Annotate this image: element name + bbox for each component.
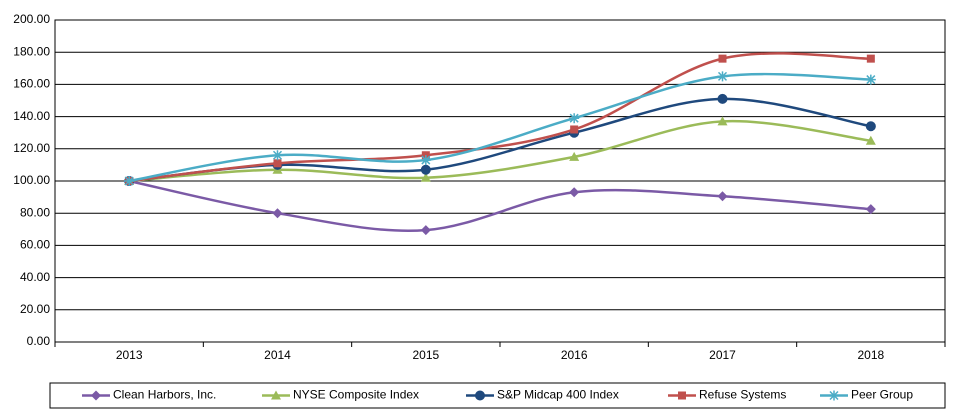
marker	[420, 172, 431, 182]
legend-label: Peer Group	[851, 388, 913, 402]
y-tick-label: 100.00	[13, 173, 50, 187]
marker	[475, 390, 485, 401]
marker	[718, 54, 727, 63]
y-tick-label: 140.00	[13, 109, 50, 123]
marker	[570, 125, 579, 134]
marker	[124, 176, 135, 186]
y-tick-label: 80.00	[20, 205, 50, 219]
y-tick-label: 180.00	[13, 44, 50, 58]
series-line	[129, 97, 872, 183]
marker	[420, 155, 431, 166]
x-tick-label: 2018	[857, 348, 884, 362]
marker	[717, 191, 728, 202]
legend-label: NYSE Composite Index	[293, 388, 419, 402]
y-tick-label: 60.00	[20, 238, 50, 252]
series-line	[129, 52, 871, 183]
legend-label: Refuse Systems	[699, 388, 786, 402]
series-line	[129, 119, 871, 183]
y-tick-label: 120.00	[13, 141, 50, 155]
marker	[865, 74, 876, 85]
legend-label: Clean Harbors, Inc.	[113, 388, 216, 402]
marker	[569, 113, 580, 124]
marker	[569, 151, 580, 161]
y-tick-label: 160.00	[13, 77, 50, 91]
marker	[866, 54, 875, 63]
marker	[271, 390, 281, 400]
marker	[865, 121, 876, 132]
marker	[717, 71, 728, 82]
series-line	[128, 72, 871, 183]
marker	[717, 116, 728, 126]
marker	[272, 208, 283, 219]
marker	[273, 159, 282, 168]
x-tick-label: 2013	[116, 348, 143, 362]
x-tick-label: 2014	[264, 348, 291, 362]
marker	[91, 390, 101, 401]
x-tick-label: 2016	[561, 348, 588, 362]
y-tick-label: 40.00	[20, 270, 50, 284]
marker	[865, 204, 876, 215]
marker	[678, 391, 686, 400]
y-tick-label: 200.00	[13, 12, 50, 26]
y-tick-label: 0.00	[27, 334, 51, 348]
marker	[272, 150, 283, 161]
marker	[829, 390, 839, 401]
marker	[717, 93, 728, 104]
series-line	[128, 179, 871, 232]
marker	[420, 164, 431, 175]
legend-label: S&P Midcap 400 Index	[497, 388, 619, 402]
marker	[865, 135, 876, 145]
marker	[569, 187, 580, 198]
legend-box	[49, 382, 946, 409]
y-tick-label: 20.00	[20, 302, 50, 316]
x-tick-label: 2015	[412, 348, 439, 362]
marker	[420, 225, 431, 236]
x-tick-label: 2017	[709, 348, 736, 362]
